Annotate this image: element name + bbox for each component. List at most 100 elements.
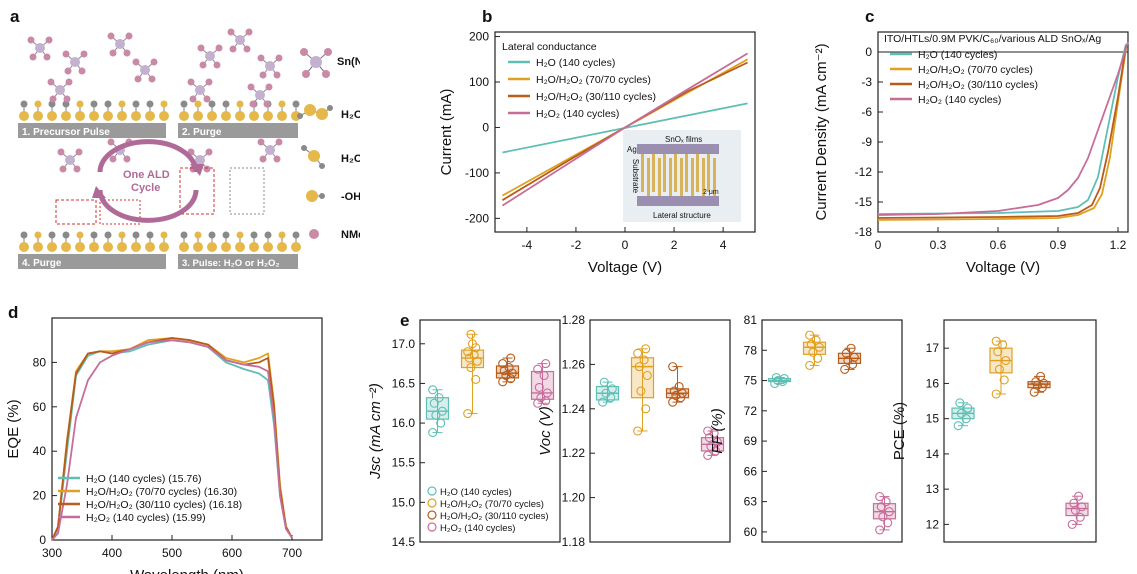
data-point <box>633 348 643 358</box>
h2o-molecule-icon <box>301 145 325 169</box>
nme-ligand-icon <box>309 229 319 239</box>
sn-atom <box>195 155 205 165</box>
data-point <box>437 406 447 416</box>
ald-schematic-drawing <box>19 28 301 252</box>
surface-atom <box>193 242 203 252</box>
surface-atom <box>221 111 231 121</box>
step-2-label: 2. Purge <box>182 127 222 138</box>
data-point <box>712 437 722 447</box>
inset-finger-bottom <box>669 158 672 196</box>
ligand-atom <box>205 78 213 86</box>
surface-group <box>76 231 84 239</box>
y-axis-label: PCE (%) <box>891 402 908 460</box>
surface-group <box>250 231 258 239</box>
surface-atom <box>33 242 43 252</box>
data-point <box>963 403 973 413</box>
y-axis-label: Voc (V) <box>537 406 554 455</box>
data-point <box>428 428 438 438</box>
data-point <box>841 348 851 358</box>
surface-atom <box>117 242 127 252</box>
inset-finger-top <box>685 154 688 192</box>
data-point <box>536 393 546 403</box>
data-point <box>953 421 963 431</box>
x-axis-label: Voltage (V) <box>966 259 1040 276</box>
surface-group <box>76 100 84 108</box>
y-tick-label: 16.5 <box>392 376 416 390</box>
inset-finger-top <box>652 154 655 192</box>
y-tick-label: 20 <box>33 489 47 503</box>
data-point <box>641 344 651 354</box>
surface-atom <box>47 111 57 121</box>
data-point <box>876 502 886 512</box>
data-point <box>464 353 474 363</box>
boxplot-legend-label-2: H₂O/H₂O₂ (70/70 cycles) <box>440 499 544 510</box>
surface-atom <box>179 111 189 121</box>
y-tick-label: 69 <box>744 434 758 448</box>
surface-group <box>278 231 286 239</box>
panel-a-ald-schematic: a 1. Precursor Pulse 2. Purge 3. Pulse: … <box>10 7 360 269</box>
data-point <box>993 347 1003 357</box>
chart-title: Lateral conductance <box>502 41 597 53</box>
data-point <box>499 366 509 376</box>
inset-finger-top <box>641 154 644 192</box>
y-tick-label: 66 <box>744 464 758 478</box>
y-tick-label: 40 <box>33 444 47 458</box>
legend-precursor-label: Sn(NMe₂)₄ <box>337 56 360 68</box>
lateral-structure-inset: SnOₓ films Ag Substrate 2 μm Lateral structu… <box>623 130 741 222</box>
box-iqr-2 <box>630 357 655 399</box>
legend-label-2: H₂O/H₂O₂ (70/70 cycles) <box>918 64 1033 76</box>
legend-label-1: H₂O (140 cycles) (15.76) <box>86 473 202 485</box>
inset-top-electrode <box>637 144 719 154</box>
data-point <box>771 372 781 383</box>
inset-finger-top <box>707 154 710 192</box>
inset-scale-label: 2 μm <box>703 189 719 196</box>
x-tick-label: 0.9 <box>1050 238 1067 252</box>
data-point <box>878 512 888 522</box>
ligand-atom <box>64 67 72 75</box>
surface-atom <box>207 111 217 121</box>
ligand-atom <box>43 53 51 61</box>
y-tick-label: 80 <box>33 355 47 369</box>
hydroxyl-icon <box>306 190 325 202</box>
surface-group <box>222 100 230 108</box>
step-1-label: 1. Precursor Pulse <box>22 127 110 138</box>
y-tick-label: 16 <box>926 376 940 390</box>
legend-label-4: H₂O₂ (140 cycles) <box>918 94 1001 106</box>
surface-atom <box>179 242 189 252</box>
series-line-3 <box>51 337 293 541</box>
legend-label-3: H₂O/H₂O₂ (30/110 cycles) <box>536 91 656 103</box>
data-point <box>466 363 476 373</box>
sn-atom <box>195 85 205 95</box>
sn-atom <box>140 65 150 75</box>
data-point <box>436 418 446 428</box>
inset-finger-bottom <box>702 158 705 196</box>
surface-group <box>236 100 244 108</box>
y-tick-label: 72 <box>744 404 758 418</box>
x-tick-label: -2 <box>571 238 582 252</box>
data-point <box>534 382 544 392</box>
data-point <box>1036 371 1046 381</box>
surface-group <box>34 231 42 239</box>
y-tick-label: 1.20 <box>562 491 586 505</box>
ligand-atom <box>75 148 83 156</box>
data-point <box>539 370 549 381</box>
substrate-bar-3 <box>178 254 298 269</box>
highlight-box <box>99 199 141 225</box>
ligand-atom <box>29 53 37 61</box>
y-tick-label: 60 <box>744 525 758 539</box>
ligand-atom <box>107 32 115 40</box>
x-tick-label: 1.2 <box>1110 238 1127 252</box>
ligand-atom <box>78 67 86 75</box>
data-point <box>703 426 713 436</box>
surface-atom <box>235 111 245 121</box>
surface-atom <box>263 242 273 252</box>
cycle-label-line2: Cycle <box>131 182 160 194</box>
ligand-atom <box>215 44 223 52</box>
inset-substrate-label: Substrate <box>631 159 640 194</box>
ligand-atom <box>107 138 115 146</box>
y-tick-label: -100 <box>465 166 489 180</box>
series-line-4 <box>51 339 293 541</box>
y-tick-label: 1.26 <box>562 357 586 371</box>
panel-label-e: e <box>400 311 409 330</box>
ligand-atom <box>275 138 283 146</box>
